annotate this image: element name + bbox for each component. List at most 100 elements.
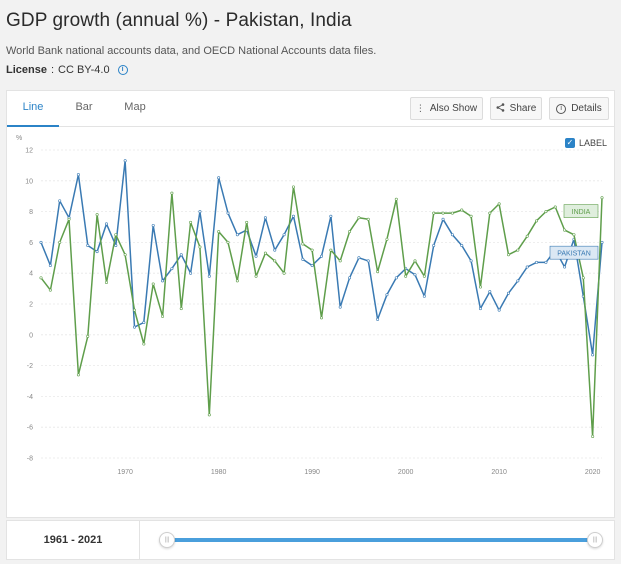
- data-point-pakistan: [273, 248, 277, 252]
- data-point-india: [161, 314, 165, 318]
- y-tick-label: 6: [29, 240, 33, 247]
- data-point-india: [338, 259, 342, 263]
- range-slider-end-handle[interactable]: |||: [587, 532, 603, 548]
- data-point-pakistan: [179, 253, 183, 257]
- data-point-india: [376, 270, 380, 274]
- data-point-pakistan: [104, 222, 108, 226]
- series-end-label-box: [563, 204, 599, 218]
- data-point-india: [76, 373, 80, 377]
- data-point-india: [591, 434, 595, 438]
- data-point-pakistan: [151, 223, 155, 227]
- data-point-india: [366, 217, 370, 221]
- details-label: Details: [571, 103, 602, 114]
- y-tick-label: 2: [29, 302, 33, 309]
- data-point-india: [217, 230, 221, 234]
- data-point-pakistan: [95, 250, 99, 254]
- data-point-india: [469, 214, 473, 218]
- x-tick-label: 1970: [117, 469, 133, 476]
- data-point-pakistan: [422, 294, 426, 298]
- data-point-pakistan: [376, 317, 380, 321]
- data-point-india: [319, 316, 323, 320]
- data-point-pakistan: [488, 290, 492, 294]
- data-point-pakistan: [48, 264, 52, 268]
- data-point-india: [114, 233, 118, 237]
- tab-bar[interactable]: Bar: [75, 101, 93, 113]
- data-point-pakistan: [469, 259, 473, 263]
- series-end-label-box: [549, 245, 599, 260]
- data-point-india: [394, 197, 398, 201]
- vertical-dots-icon: ⋮: [415, 103, 425, 113]
- data-point-india: [535, 219, 539, 223]
- label-checkbox[interactable]: ✓: [565, 138, 575, 148]
- data-point-india: [67, 217, 71, 221]
- data-point-pakistan: [516, 279, 520, 283]
- data-point-pakistan: [301, 257, 305, 261]
- data-point-pakistan: [563, 265, 567, 269]
- range-slider-start-handle[interactable]: |||: [159, 532, 175, 548]
- data-point-india: [245, 220, 249, 224]
- range-slider-track[interactable]: [167, 538, 595, 542]
- label-toggle[interactable]: ✓ LABEL: [565, 138, 607, 148]
- share-button[interactable]: Share: [490, 97, 542, 120]
- info-circle-icon: i: [556, 103, 567, 114]
- data-point-pakistan: [450, 233, 454, 237]
- license-line: License : CC BY-4.0 i: [6, 64, 615, 76]
- data-point-pakistan: [497, 308, 501, 312]
- also-show-button[interactable]: ⋮ Also Show: [410, 97, 483, 120]
- source-note: World Bank national accounts data, and O…: [6, 45, 377, 57]
- series-end-label: PAKISTAN: [557, 251, 591, 258]
- license-value: CC BY-4.0: [58, 64, 110, 76]
- data-point-pakistan: [394, 276, 398, 280]
- data-point-pakistan: [114, 243, 118, 247]
- share-icon: [496, 103, 505, 114]
- data-point-india: [226, 240, 230, 244]
- data-point-pakistan: [357, 256, 361, 260]
- data-point-pakistan: [366, 259, 370, 263]
- also-show-label: Also Show: [429, 103, 478, 114]
- data-point-india: [58, 240, 62, 244]
- data-point-pakistan: [319, 254, 323, 258]
- y-tick-label: 12: [25, 148, 33, 155]
- data-point-india: [282, 271, 286, 275]
- data-point-pakistan: [217, 176, 221, 180]
- data-point-pakistan: [254, 254, 258, 258]
- data-point-india: [142, 342, 146, 346]
- data-point-pakistan: [385, 293, 389, 297]
- license-separator: :: [50, 64, 55, 76]
- view-tabs: Line Bar Map ⋮ Also Show Share i Details: [7, 91, 614, 127]
- data-point-india: [179, 307, 183, 311]
- tab-line[interactable]: Line: [7, 91, 59, 127]
- data-point-pakistan: [478, 307, 482, 311]
- data-point-india: [291, 185, 295, 189]
- data-point-pakistan: [235, 233, 239, 237]
- data-point-india: [600, 196, 604, 200]
- data-point-pakistan: [170, 267, 174, 271]
- data-point-india: [544, 210, 548, 214]
- data-point-pakistan: [161, 279, 165, 283]
- data-point-pakistan: [226, 211, 230, 215]
- data-point-india: [254, 274, 258, 278]
- data-point-india: [432, 211, 436, 215]
- data-point-india: [104, 280, 108, 284]
- line-chart: % -8 -6 -4 -2 0 2 4 6 8 10 12 1970 1980 1990 2000 2010 20…: [16, 135, 604, 476]
- data-point-india: [581, 276, 585, 280]
- data-point-india: [488, 211, 492, 215]
- data-point-india: [357, 216, 361, 220]
- y-tick-label: 10: [25, 178, 33, 185]
- data-point-india: [441, 211, 445, 215]
- tab-map[interactable]: Map: [124, 101, 146, 113]
- data-point-pakistan: [291, 214, 295, 218]
- info-icon[interactable]: i: [117, 65, 128, 75]
- data-point-pakistan: [310, 264, 314, 268]
- data-point-india: [348, 230, 352, 234]
- data-point-pakistan: [76, 173, 80, 177]
- x-tick-label: 2010: [491, 469, 507, 476]
- year-range-label: 1961 - 2021: [7, 521, 140, 559]
- x-tick-label: 2020: [585, 469, 601, 476]
- data-point-pakistan: [39, 240, 43, 244]
- data-point-pakistan: [460, 243, 464, 247]
- details-button[interactable]: i Details: [549, 97, 609, 120]
- data-point-pakistan: [86, 243, 90, 247]
- y-tick-label: -2: [27, 363, 33, 370]
- data-point-india: [263, 251, 267, 255]
